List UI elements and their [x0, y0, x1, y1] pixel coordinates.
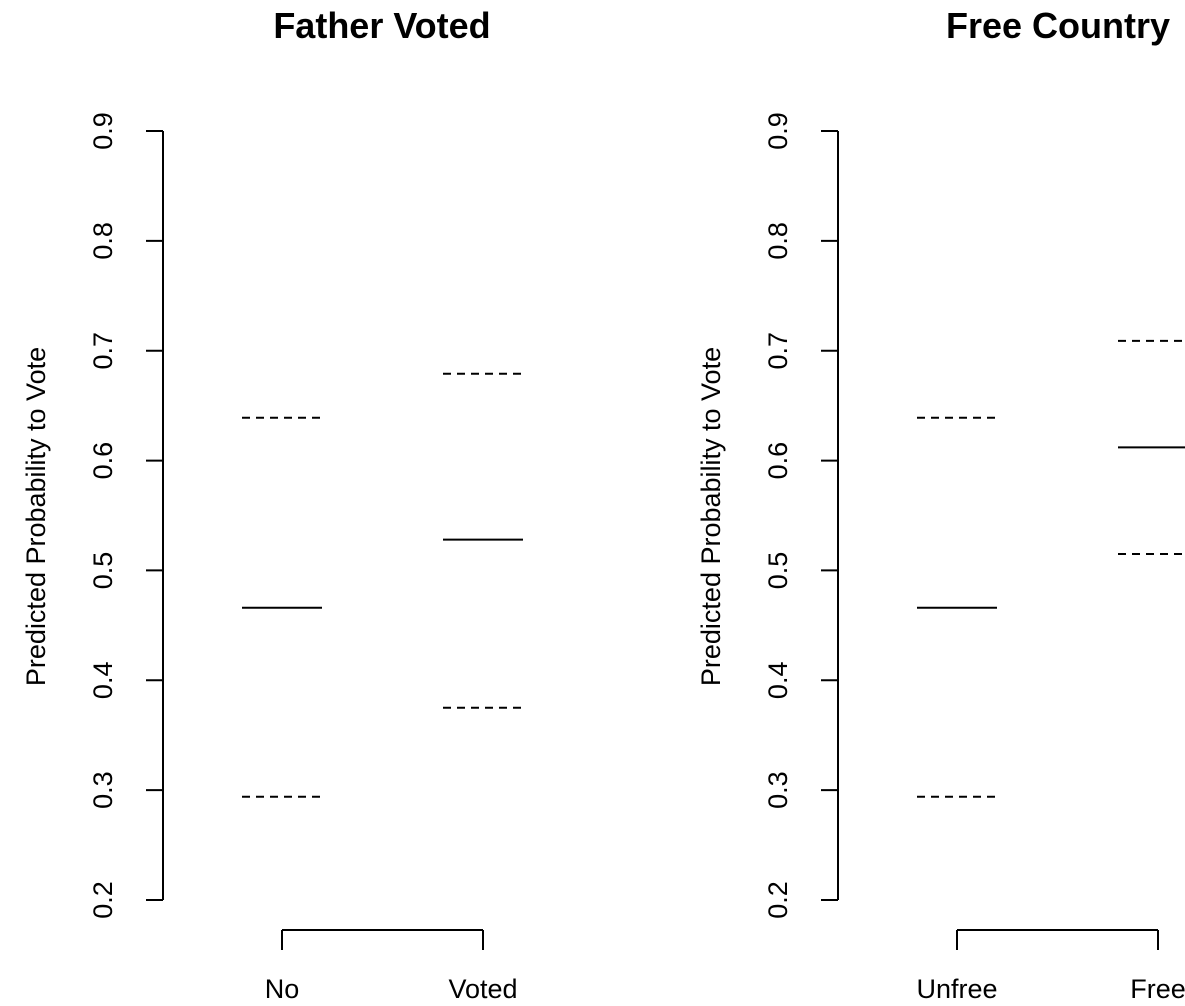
- y-axis-label: Predicted Probability to Vote: [696, 347, 726, 686]
- y-tick-label: 0.4: [763, 662, 793, 700]
- y-tick-label: 0.4: [88, 662, 118, 700]
- y-tick-label: 0.7: [88, 332, 118, 370]
- chart-panel-free-country: Free Country Predicted Probability to Vot…: [696, 5, 1185, 1004]
- y-axis-label: Predicted Probability to Vote: [21, 347, 51, 686]
- y-tick-label: 0.8: [88, 222, 118, 260]
- x-tick-label: Voted: [448, 974, 517, 1004]
- chart-panel-father-voted: Father Voted Predicted Probability to Vot…: [21, 5, 523, 1004]
- y-tick-label: 0.7: [763, 332, 793, 370]
- y-tick-label: 0.2: [763, 881, 793, 919]
- y-tick-label: 0.8: [763, 222, 793, 260]
- chart-title: Free Country: [946, 5, 1170, 46]
- y-tick-label: 0.9: [88, 112, 118, 150]
- y-tick-label: 0.2: [88, 881, 118, 919]
- x-tick-label: Unfree: [916, 974, 997, 1004]
- x-tick-label: Free: [1130, 974, 1185, 1004]
- x-tick-label: No: [265, 974, 300, 1004]
- y-tick-label: 0.3: [763, 771, 793, 809]
- y-tick-label: 0.3: [88, 771, 118, 809]
- y-tick-label: 0.6: [88, 442, 118, 480]
- chart-title: Father Voted: [273, 5, 490, 46]
- y-tick-label: 0.6: [763, 442, 793, 480]
- y-tick-label: 0.9: [763, 112, 793, 150]
- y-tick-label: 0.5: [763, 552, 793, 590]
- y-tick-label: 0.5: [88, 552, 118, 590]
